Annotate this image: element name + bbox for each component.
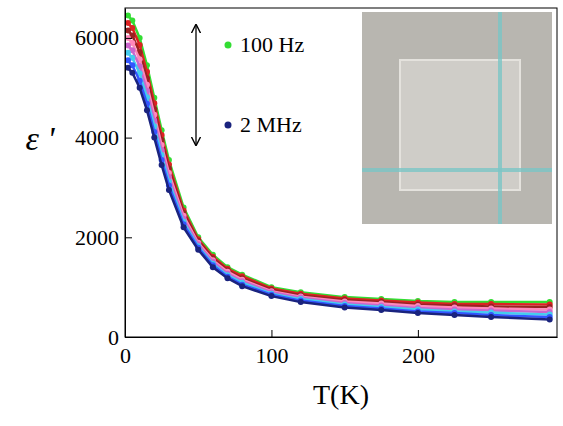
inset-background — [362, 12, 552, 224]
x-axis-title: T(K) — [313, 379, 369, 410]
series-line — [128, 23, 550, 305]
inset-gridline — [362, 168, 552, 172]
series-line — [128, 60, 550, 317]
y-axis: 0 2000 4000 6000 — [75, 9, 132, 350]
series-marker — [137, 85, 143, 91]
x-tick-label: 200 — [402, 343, 435, 368]
y-tick-label: 2000 — [75, 225, 119, 250]
series-marker — [159, 162, 165, 168]
series-marker — [378, 307, 384, 313]
legend: 100 Hz 2 MHz — [196, 25, 304, 145]
legend-marker — [225, 42, 232, 49]
y-tick-label: 6000 — [75, 25, 119, 50]
y-tick-mark — [125, 38, 132, 39]
legend-marker — [225, 122, 232, 129]
series-marker — [151, 135, 157, 141]
series-marker — [342, 305, 348, 311]
x-tick-mark — [418, 330, 419, 337]
plot-frame — [125, 8, 557, 337]
series-line — [128, 53, 550, 315]
x-tick-mark — [271, 330, 272, 337]
x-axis-line — [126, 337, 558, 338]
series-marker — [239, 283, 245, 289]
y-axis-title: ε ' — [25, 120, 55, 157]
y-tick: 4000 — [75, 125, 132, 150]
chart: 01002000200040006000T(K)ε '100 Hz2 MHz — [0, 0, 563, 426]
legend-label: 100 Hz — [240, 32, 304, 57]
y-tick-mark — [125, 138, 132, 139]
series-marker — [547, 317, 553, 323]
y-tick: 6000 — [75, 25, 132, 50]
x-tick-label: 0 — [120, 343, 131, 368]
series-marker — [451, 312, 457, 318]
plot-area — [125, 12, 553, 322]
y-axis-line — [125, 9, 126, 338]
y-tick: 0 — [108, 325, 132, 350]
series-marker — [181, 224, 187, 230]
series-marker — [210, 264, 216, 270]
series-marker — [298, 299, 304, 305]
series-marker — [415, 310, 421, 316]
series-line — [128, 38, 550, 310]
series-line — [128, 15, 550, 302]
series-marker — [129, 70, 135, 76]
y-tick-mark — [125, 237, 132, 238]
series-line — [128, 45, 550, 312]
x-axis: 0 100 200 — [120, 330, 558, 368]
legend-label: 2 MHz — [240, 112, 302, 137]
series-marker — [166, 187, 172, 193]
series-line — [128, 30, 550, 307]
y-tick-label: 4000 — [75, 125, 119, 150]
series-marker — [225, 275, 231, 281]
inset-gridline — [498, 12, 502, 224]
series-marker — [144, 107, 150, 113]
series-marker — [488, 314, 494, 320]
series-marker — [195, 247, 201, 253]
series-line — [128, 68, 550, 320]
y-tick-mark — [125, 337, 132, 338]
inset-photo — [362, 12, 552, 224]
legend-arrow — [195, 25, 196, 145]
x-tick: 200 — [402, 330, 435, 368]
x-tick: 100 — [255, 330, 288, 368]
y-tick-label: 0 — [108, 325, 119, 350]
x-tick-label: 100 — [255, 343, 288, 368]
y-tick: 2000 — [75, 225, 132, 250]
series-marker — [268, 293, 274, 299]
